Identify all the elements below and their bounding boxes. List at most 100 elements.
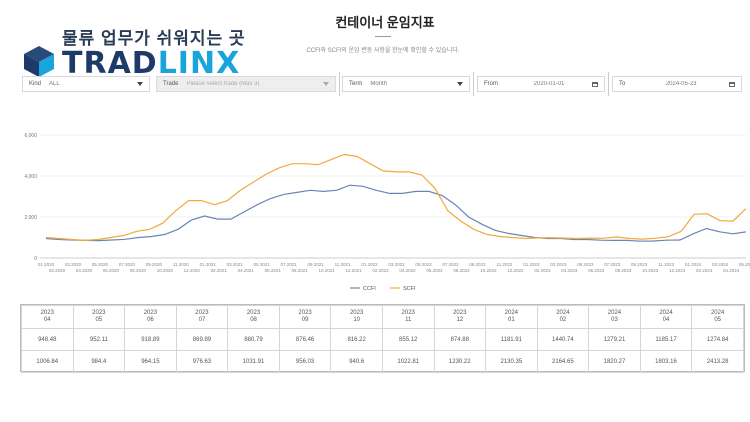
table-cell: 940.6 (330, 350, 383, 373)
table-cell: 1279.21 (588, 328, 641, 351)
x-tick-label: 10.2020 (157, 268, 174, 273)
table-header-cell: 2023 04 (21, 305, 74, 329)
table-cell: 855.12 (381, 328, 435, 351)
filter-divider (473, 72, 474, 96)
x-tick-label: 03.2022 (388, 262, 405, 267)
page-title: 컨테이너 운임지표 (335, 15, 435, 30)
to-date-field[interactable]: To 2024-05-23 (612, 76, 742, 92)
table-cell: 816.22 (330, 328, 383, 351)
header-month: 11 (405, 317, 412, 323)
x-tick-label: 03.2021 (227, 262, 244, 267)
header-month: 03 (611, 317, 618, 323)
series-line-scfi (45, 153, 747, 242)
x-tick-label: 01.2023 (523, 262, 540, 267)
table-cell: 1031.91 (227, 350, 280, 373)
table-cell: 1022.81 (381, 350, 435, 373)
freight-index-line-chart: 0 2,000 4,000 6,000 01.2020 03.2020 05.2020 07.… (24, 133, 750, 292)
x-tick-label: 11.2020 (173, 262, 189, 267)
x-tick-label: 01.2021 (200, 262, 217, 267)
y-tick-label: 0 (34, 256, 37, 262)
from-value: 2020-01-01 (533, 81, 565, 87)
x-tick-label: 10.2021 (318, 268, 335, 273)
table-cell: 1440.74 (536, 328, 590, 351)
x-tick-label: 02.2023 (534, 268, 551, 273)
header-year: 2024 (504, 310, 519, 316)
table-cell: 2164.65 (536, 350, 590, 373)
logo-wordmark-trad: TRAD (62, 46, 158, 81)
table-cell: 1803.16 (639, 350, 693, 373)
x-tick-label: 01.2024 (685, 262, 702, 267)
header-month: 01 (508, 317, 515, 323)
x-tick-label: 05.2024 (739, 262, 750, 267)
x-tick-label: 01.2020 (38, 262, 55, 267)
x-tick-label: 09.2020 (146, 262, 163, 267)
term-select[interactable]: Term Month (342, 76, 470, 92)
logo-wordmark: TRADLINX (62, 46, 240, 81)
chevron-down-icon (323, 82, 329, 86)
calendar-icon[interactable] (592, 81, 598, 87)
x-tick-label: 03.2020 (65, 262, 82, 267)
term-value: Month (370, 81, 388, 87)
x-tick-label: 08.2021 (292, 268, 309, 273)
logo-wordmark-linx: LINX (157, 46, 241, 81)
x-tick-label: 08.2022 (453, 268, 470, 273)
table-header-cell: 2024 03 (588, 305, 641, 329)
header-year: 2023 (195, 310, 209, 316)
y-tick-label: 4,000 (24, 174, 37, 180)
table-header-cell: 2023 07 (175, 305, 229, 329)
table-cell: 1185.17 (639, 328, 693, 351)
header-month: 12 (456, 317, 464, 323)
trade-select[interactable]: Trade Please select trade (Max 3) (156, 76, 336, 92)
table-cell: 1181.91 (485, 328, 538, 351)
x-tick-label: 12.2021 (345, 268, 362, 273)
header-year: 2023 (401, 310, 415, 316)
filter-divider (608, 72, 609, 96)
x-tick-label: 07.2021 (281, 262, 298, 267)
table-header-cell: 2024 05 (691, 305, 744, 329)
table-cell: 1820.27 (588, 350, 641, 373)
x-tick-label: 06.2023 (588, 268, 605, 273)
table-header-cell: 2024 04 (639, 305, 693, 329)
x-tick-label: 11.2023 (658, 262, 674, 267)
header-year: 2023 (246, 310, 261, 316)
calendar-icon[interactable] (729, 81, 735, 87)
table-header-cell: 2023 12 (433, 305, 487, 329)
table-cell: 964.15 (124, 350, 177, 373)
header-month: 04 (662, 317, 670, 323)
x-tick-label: 02.2020 (49, 268, 66, 273)
header-year: 2023 (453, 310, 467, 316)
header-year: 2024 (556, 310, 570, 316)
table-cell: 976.63 (175, 350, 229, 373)
header-month: 05 (714, 317, 721, 323)
x-tick-label: 09.2022 (469, 262, 486, 267)
trade-placeholder: Please select trade (Max 3) (186, 81, 260, 87)
header-year: 2024 (607, 310, 622, 316)
from-date-field[interactable]: From 2020-01-01 (477, 76, 605, 92)
x-tick-label: 06.2021 (265, 268, 282, 273)
x-tick-label: 08.2020 (130, 268, 147, 273)
tradlinx-logo[interactable]: 물류 업무가 쉬워지는 곳 TRADLINX (22, 24, 252, 84)
header-year: 2023 (298, 310, 312, 316)
table-header-cell: 2023 08 (227, 305, 280, 329)
x-tick-label: 07.2020 (119, 262, 136, 267)
table-header-cell: 2023 09 (278, 305, 332, 329)
x-tick-label: 08.2023 (615, 268, 632, 273)
chevron-down-icon (137, 82, 143, 86)
table-row: 1006.84 984.4 964.15 976.63 1031.91 956.03 940… (21, 350, 744, 373)
kind-select[interactable]: Kind ALL (22, 76, 150, 92)
chevron-down-icon (457, 82, 463, 86)
x-tick-label: 04.2021 (238, 268, 255, 273)
from-label: From (484, 81, 498, 87)
header-month: 05 (95, 317, 103, 323)
x-tick-label: 11.2021 (335, 262, 351, 267)
table-cell: 2130.35 (485, 350, 538, 373)
table-cell: 1230.22 (433, 350, 487, 373)
table-cell: 952.11 (72, 328, 126, 351)
table-header-cell: 2024 02 (536, 305, 590, 329)
x-tick-label: 06.2020 (103, 268, 120, 273)
table-row: 948.48 952.11 918.89 869.89 880.79 876.46 816.… (21, 328, 744, 351)
x-tick-label: 10.2022 (480, 268, 497, 273)
x-tick-label: 06.2022 (426, 268, 443, 273)
freight-index-table: 2023 04 2023 05 2023 06 2023 07 2023 08 2023 09 2023… (20, 304, 745, 373)
header-year: 2023 (40, 310, 54, 316)
